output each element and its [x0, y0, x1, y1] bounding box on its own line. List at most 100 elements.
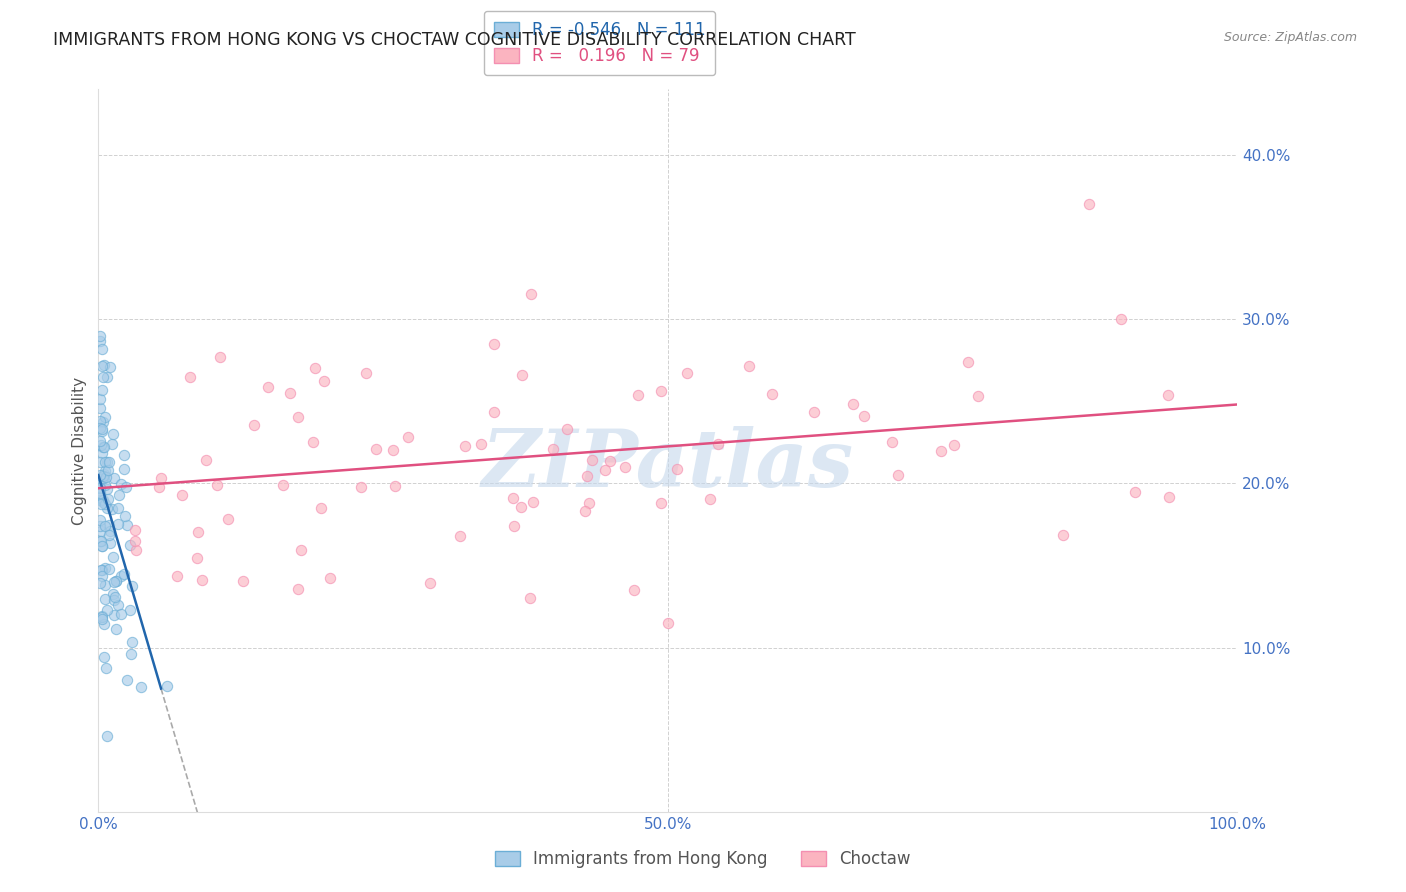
Point — [98, 455, 121, 469]
Point — [89, 576, 111, 591]
Text: IMMIGRANTS FROM HONG KONG VS CHOCTAW COGNITIVE DISABILITY CORRELATION CHART: IMMIGRANTS FROM HONG KONG VS CHOCTAW COG… — [53, 31, 856, 49]
Point — [89, 434, 111, 448]
Point — [103, 592, 125, 607]
Point — [97, 562, 120, 576]
Point — [91, 342, 114, 356]
Point — [89, 392, 111, 406]
Point — [125, 543, 148, 558]
Point — [89, 421, 111, 435]
Point — [381, 442, 404, 457]
Point — [103, 427, 125, 442]
Point — [93, 561, 115, 575]
Point — [510, 368, 533, 382]
Point — [657, 615, 679, 630]
Point — [852, 409, 875, 423]
Point — [107, 517, 129, 532]
Point — [110, 477, 132, 491]
Point — [191, 573, 214, 587]
Point — [91, 370, 114, 384]
Point — [101, 437, 124, 451]
Point — [1123, 484, 1146, 499]
Point — [91, 608, 114, 623]
Point — [882, 435, 904, 450]
Point — [170, 487, 193, 501]
Point — [110, 607, 132, 622]
Point — [97, 517, 120, 532]
Point — [112, 462, 135, 476]
Point — [98, 360, 121, 375]
Point — [96, 603, 118, 617]
Point — [502, 491, 524, 505]
Point — [179, 369, 201, 384]
Point — [384, 479, 406, 493]
Point — [707, 437, 730, 451]
Point — [121, 579, 143, 593]
Point — [166, 569, 188, 583]
Point — [90, 569, 112, 583]
Point — [1111, 312, 1133, 326]
Point — [454, 439, 477, 453]
Point — [574, 504, 596, 518]
Point — [187, 524, 209, 539]
Point — [1157, 491, 1180, 505]
Point — [96, 729, 118, 743]
Point — [541, 442, 564, 456]
Point — [613, 459, 636, 474]
Point — [354, 366, 377, 380]
Point — [103, 575, 125, 590]
Point — [482, 337, 505, 351]
Point — [94, 477, 117, 491]
Point — [886, 468, 908, 483]
Point — [101, 587, 124, 601]
Point — [124, 534, 146, 549]
Point — [593, 463, 616, 477]
Point — [150, 471, 173, 485]
Point — [97, 463, 120, 477]
Point — [737, 359, 759, 373]
Point — [93, 497, 115, 511]
Point — [581, 453, 603, 467]
Point — [93, 358, 115, 372]
Point — [90, 437, 112, 451]
Point — [290, 543, 312, 558]
Point — [520, 287, 543, 301]
Point — [311, 501, 333, 516]
Point — [104, 590, 127, 604]
Point — [302, 434, 325, 449]
Point — [89, 455, 111, 469]
Point — [90, 534, 112, 549]
Point — [90, 383, 112, 397]
Point — [114, 480, 136, 494]
Point — [278, 386, 301, 401]
Point — [675, 366, 697, 380]
Point — [112, 566, 135, 581]
Point — [108, 488, 131, 502]
Point — [942, 438, 965, 452]
Point — [89, 328, 111, 343]
Point — [243, 417, 266, 432]
Point — [89, 480, 111, 494]
Point — [97, 492, 120, 507]
Point — [929, 444, 952, 458]
Point — [699, 492, 721, 507]
Point — [120, 538, 142, 552]
Point — [89, 518, 111, 533]
Point — [449, 529, 471, 543]
Point — [195, 453, 218, 467]
Point — [91, 441, 114, 455]
Point — [287, 409, 309, 424]
Point — [93, 415, 115, 429]
Point — [650, 496, 672, 510]
Point — [578, 496, 600, 510]
Point — [519, 591, 541, 606]
Point — [90, 497, 112, 511]
Point — [208, 350, 231, 364]
Point — [89, 492, 111, 507]
Point — [90, 612, 112, 626]
Point — [89, 563, 111, 577]
Point — [110, 569, 132, 583]
Point — [94, 578, 117, 592]
Y-axis label: Cognitive Disability: Cognitive Disability — [72, 376, 87, 524]
Point — [96, 483, 118, 497]
Point — [107, 599, 129, 613]
